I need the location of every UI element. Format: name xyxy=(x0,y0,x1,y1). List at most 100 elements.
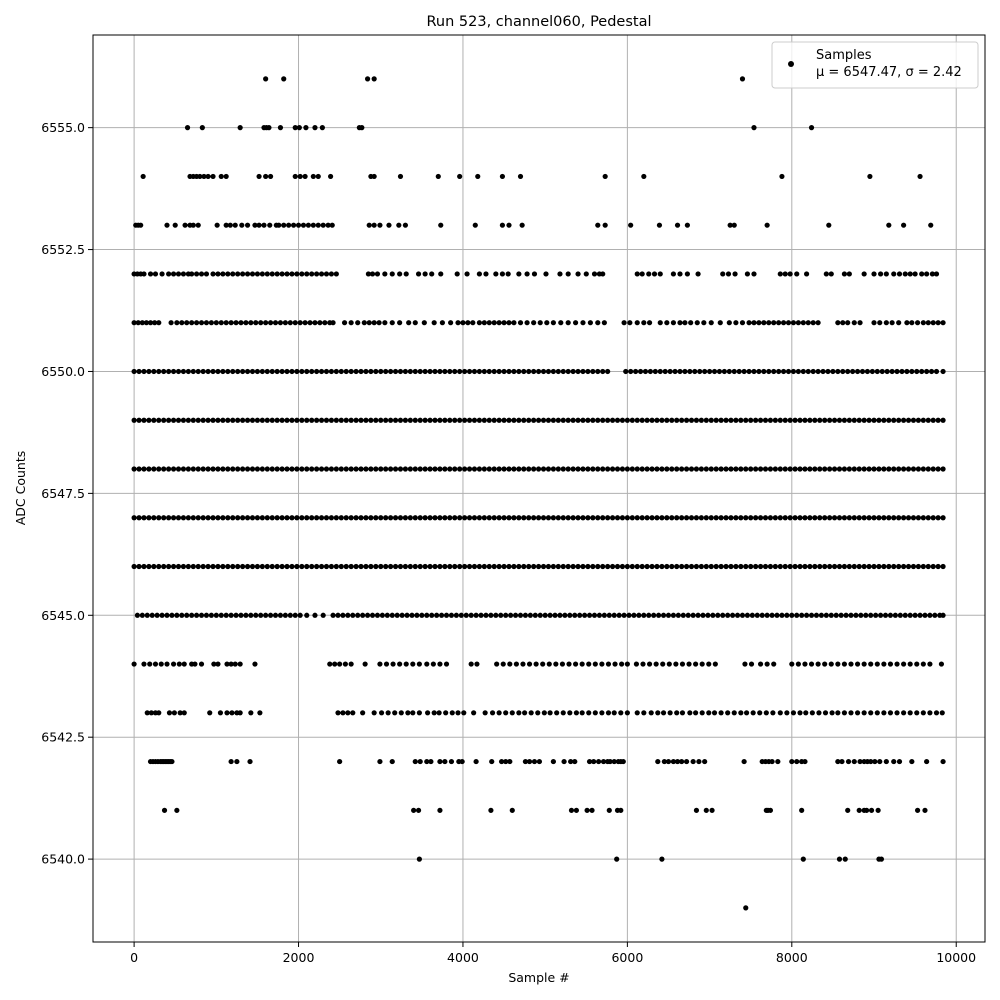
data-point xyxy=(348,417,354,423)
data-point xyxy=(851,515,857,521)
data-point xyxy=(925,515,931,521)
data-point xyxy=(595,320,601,326)
data-point xyxy=(185,466,191,472)
data-point xyxy=(797,710,803,716)
data-point xyxy=(836,515,843,521)
data-point xyxy=(738,515,744,521)
data-point xyxy=(619,661,625,667)
data-point xyxy=(184,612,190,618)
data-point xyxy=(184,320,190,326)
data-point xyxy=(669,563,675,570)
data-point xyxy=(784,710,790,716)
data-point xyxy=(453,612,459,618)
data-point xyxy=(180,563,187,570)
data-point xyxy=(901,417,907,423)
data-point xyxy=(618,710,624,716)
data-point xyxy=(437,807,443,813)
data-point xyxy=(457,368,463,375)
data-point xyxy=(263,173,269,180)
data-point xyxy=(917,173,923,180)
data-point xyxy=(148,710,154,716)
data-point xyxy=(486,417,492,423)
data-point xyxy=(304,368,310,375)
data-point xyxy=(240,417,246,423)
data-point xyxy=(330,612,336,618)
data-point xyxy=(842,856,848,862)
data-point xyxy=(748,661,755,667)
data-point xyxy=(940,563,946,570)
data-point xyxy=(537,320,543,326)
data-point xyxy=(332,661,338,667)
data-point xyxy=(185,417,191,423)
data-point xyxy=(207,710,213,716)
data-point xyxy=(831,515,838,521)
data-point xyxy=(628,222,634,228)
data-point xyxy=(348,563,354,570)
data-point xyxy=(797,563,803,570)
data-point xyxy=(139,612,145,618)
data-point xyxy=(728,515,734,521)
data-point xyxy=(884,368,890,375)
data-point xyxy=(914,661,920,667)
data-point xyxy=(920,710,926,716)
data-point xyxy=(252,661,258,667)
data-point xyxy=(607,758,613,765)
data-point xyxy=(591,612,598,618)
data-point xyxy=(508,612,514,618)
data-point xyxy=(524,271,530,277)
data-point xyxy=(827,515,833,521)
data-point xyxy=(797,515,803,521)
data-point xyxy=(713,563,719,570)
data-point xyxy=(723,417,729,423)
data-point xyxy=(800,320,806,326)
data-point xyxy=(794,758,800,765)
data-point xyxy=(560,417,566,423)
data-point xyxy=(511,563,517,570)
data-point xyxy=(646,612,652,618)
data-point xyxy=(619,563,626,570)
data-point xyxy=(677,320,683,326)
data-point xyxy=(520,661,526,667)
data-point xyxy=(475,173,481,180)
data-point xyxy=(427,417,433,423)
data-point xyxy=(264,515,270,521)
data-point xyxy=(827,417,833,423)
data-point xyxy=(144,612,150,618)
data-point xyxy=(767,417,774,423)
data-point xyxy=(912,612,918,618)
data-point xyxy=(170,661,177,667)
data-point xyxy=(822,661,828,667)
data-point xyxy=(698,563,704,570)
data-point xyxy=(619,417,626,423)
data-point xyxy=(383,515,389,521)
data-point xyxy=(634,563,640,570)
data-point xyxy=(159,271,165,277)
data-point xyxy=(787,515,793,521)
data-point xyxy=(762,515,769,521)
data-point xyxy=(443,612,450,618)
data-point xyxy=(896,417,902,423)
data-point xyxy=(452,466,458,472)
data-point xyxy=(861,466,867,472)
y-tick-label: 6550.0 xyxy=(41,364,85,379)
data-point xyxy=(428,758,434,765)
data-point xyxy=(304,271,310,277)
data-point xyxy=(297,320,303,326)
data-point xyxy=(335,612,341,618)
data-point xyxy=(838,612,844,618)
data-point xyxy=(389,612,395,618)
data-point xyxy=(550,320,556,326)
data-point xyxy=(920,466,926,472)
data-point xyxy=(203,320,210,326)
legend: Samples μ = 6547.47, σ = 2.42 xyxy=(771,41,979,89)
data-point xyxy=(299,466,305,472)
data-point xyxy=(185,515,191,521)
data-point xyxy=(274,368,280,375)
data-point xyxy=(195,515,201,521)
data-point xyxy=(232,661,238,667)
data-point xyxy=(269,563,275,570)
data-point xyxy=(929,271,935,277)
data-point xyxy=(920,661,926,667)
data-point xyxy=(866,466,872,472)
data-point xyxy=(473,758,479,765)
